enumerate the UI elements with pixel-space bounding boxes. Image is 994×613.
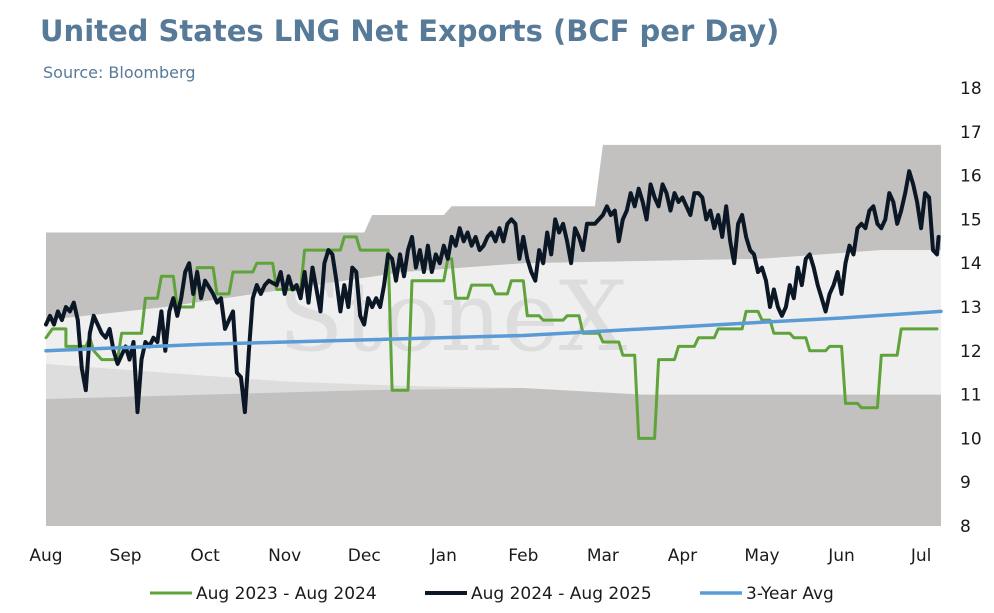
x-tick-label: Jan <box>430 546 457 566</box>
x-tick-label: May <box>744 546 779 566</box>
y-tick-label: 18 <box>960 79 982 99</box>
band-inner <box>46 250 941 395</box>
legend: Aug 2023 - Aug 2024 Aug 2024 - Aug 2025 3-… <box>150 584 834 604</box>
y-tick-label: 16 <box>960 167 982 187</box>
y-tick-label: 13 <box>960 298 982 318</box>
x-tick-label: Apr <box>668 546 697 566</box>
x-tick-label: Oct <box>190 546 220 566</box>
y-tick-label: 10 <box>960 429 982 449</box>
x-tick-label: Feb <box>508 546 538 566</box>
y-axis: 8 9 10 11 12 13 14 15 16 17 18 <box>960 79 982 537</box>
legend-label: Aug 2023 - Aug 2024 <box>196 584 377 604</box>
series-lines <box>44 169 943 440</box>
chart-subtitle: Source: Bloomberg <box>43 63 196 82</box>
series-line-1 <box>44 169 941 415</box>
y-tick-label: 8 <box>960 517 971 537</box>
x-tick-label: Nov <box>268 546 301 566</box>
legend-label: 3-Year Avg <box>746 584 834 604</box>
y-tick-label: 11 <box>960 386 982 406</box>
y-tick-label: 17 <box>960 123 982 143</box>
x-tick-label: Jul <box>910 546 932 566</box>
x-tick-label: Sep <box>110 546 142 566</box>
y-tick-label: 9 <box>960 473 971 493</box>
y-tick-label: 12 <box>960 342 982 362</box>
x-tick-label: Jun <box>827 546 855 566</box>
x-tick-label: Dec <box>348 546 381 566</box>
x-tick-label: Aug <box>29 546 62 566</box>
x-tick-label: Mar <box>587 546 619 566</box>
series-line-2 <box>44 309 943 353</box>
chart-title: United States LNG Net Exports (BCF per D… <box>40 14 780 48</box>
y-tick-label: 14 <box>960 254 982 274</box>
x-axis: Aug Sep Oct Nov Dec Jan Feb Mar Apr May Jun Jul <box>29 546 931 566</box>
y-tick-label: 15 <box>960 210 982 230</box>
legend-label: Aug 2024 - Aug 2025 <box>471 584 652 604</box>
